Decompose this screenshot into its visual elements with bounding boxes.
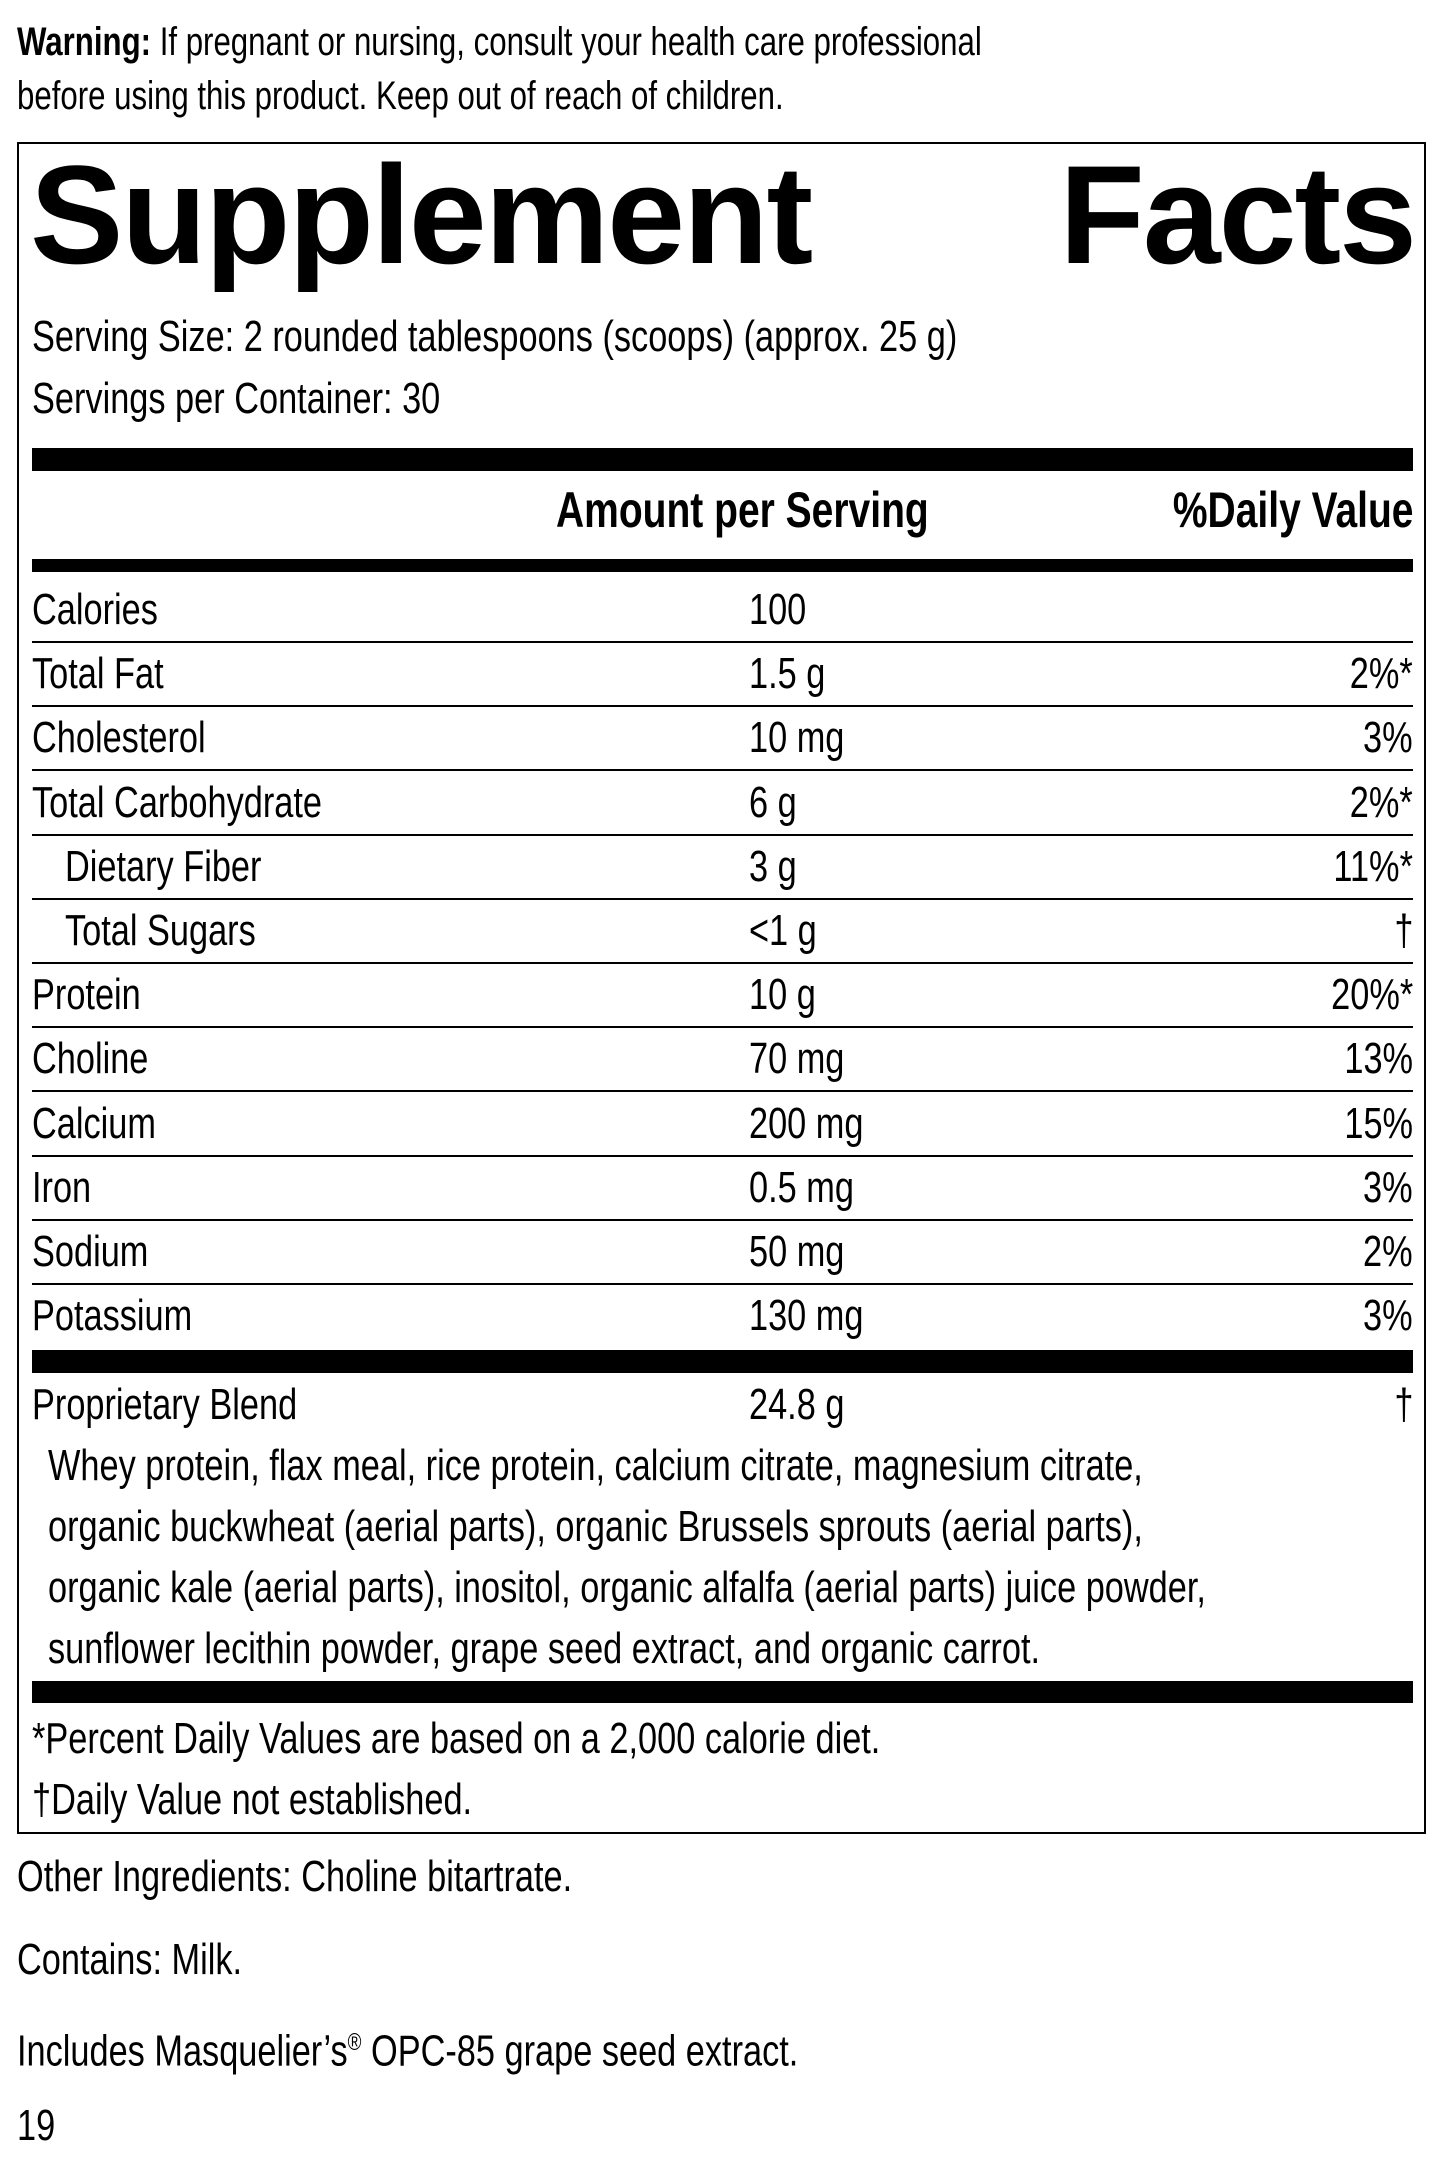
nutrient-amount: 200 mg xyxy=(749,1099,864,1148)
nutrient-name: Iron xyxy=(32,1163,92,1212)
nutrient-name: Potassium xyxy=(32,1291,193,1340)
footnote-dagger: †Daily Value not established. xyxy=(32,1775,473,1824)
nutrient-name: Cholesterol xyxy=(32,713,206,762)
nutrient-daily-value: 13% xyxy=(1344,1034,1413,1083)
row-divider xyxy=(32,769,1413,771)
nutrient-amount: 50 mg xyxy=(749,1227,845,1276)
nutrient-daily-value: 15% xyxy=(1344,1099,1413,1148)
ingredient-line: sunflower lecithin powder, grape seed ex… xyxy=(48,1624,1041,1673)
ingredient-line: organic buckwheat (aerial parts), organi… xyxy=(48,1502,1143,1551)
nutrient-amount: 10 mg xyxy=(749,713,845,762)
title-word-1: Supplement xyxy=(30,136,813,293)
nutrient-daily-value: 11%* xyxy=(1333,842,1413,891)
nutrient-daily-value: † xyxy=(1393,906,1413,955)
title-word-2: Facts xyxy=(1059,136,1417,293)
nutrient-daily-value: 3% xyxy=(1363,713,1413,762)
nutrient-name: Calcium xyxy=(32,1099,156,1148)
page-number: 19 xyxy=(17,2101,56,2150)
warning-text: If pregnant or nursing, consult your hea… xyxy=(159,20,982,64)
supplement-facts-panel xyxy=(17,142,1426,1834)
nutrient-daily-value: 2% xyxy=(1363,1227,1413,1276)
nutrient-name: Total Sugars xyxy=(65,906,256,955)
registered-mark: ® xyxy=(347,2029,362,2056)
blend-amount: 24.8 g xyxy=(749,1380,845,1429)
allergen-contains: Contains: Milk. xyxy=(17,1935,243,1984)
row-divider xyxy=(32,962,1413,964)
thick-divider xyxy=(32,1350,1413,1373)
row-divider xyxy=(32,641,1413,643)
nutrient-daily-value: 2%* xyxy=(1350,778,1413,827)
nutrient-name: Sodium xyxy=(32,1227,149,1276)
row-divider xyxy=(32,1219,1413,1221)
blend-name: Proprietary Blend xyxy=(32,1380,298,1429)
header-amount: Amount per Serving xyxy=(556,482,929,538)
nutrient-name: Dietary Fiber xyxy=(65,842,262,891)
warning-line-1: Warning: If pregnant or nursing, consult… xyxy=(17,16,1254,68)
warning-line-2: before using this product. Keep out of r… xyxy=(17,74,784,118)
header-daily-value: %Daily Value xyxy=(1172,482,1413,538)
serving-size: Serving Size: 2 rounded tablespoons (sco… xyxy=(32,312,958,361)
servings-per-container: Servings per Container: 30 xyxy=(32,374,441,423)
row-divider xyxy=(32,1090,1413,1092)
medium-divider xyxy=(32,559,1413,572)
nutrient-amount: 1.5 g xyxy=(749,649,826,698)
panel-title: Supplement Facts xyxy=(30,136,1417,293)
nutrient-amount: 3 g xyxy=(749,842,797,891)
row-divider xyxy=(32,834,1413,836)
thick-divider xyxy=(32,1681,1413,1703)
nutrient-daily-value: 2%* xyxy=(1350,649,1413,698)
nutrient-daily-value: 20%* xyxy=(1330,970,1413,1019)
row-divider xyxy=(32,1155,1413,1157)
nutrient-name: Protein xyxy=(32,970,141,1019)
includes-statement: Includes Masquelier’s® OPC-85 grape seed… xyxy=(17,2026,799,2076)
nutrient-amount: 10 g xyxy=(749,970,816,1019)
nutrient-name: Calories xyxy=(32,585,158,634)
nutrient-daily-value: 3% xyxy=(1363,1163,1413,1212)
nutrient-amount: 130 mg xyxy=(749,1291,864,1340)
nutrient-amount: 0.5 mg xyxy=(749,1163,854,1212)
row-divider xyxy=(32,705,1413,707)
nutrient-amount: <1 g xyxy=(749,906,817,955)
row-divider xyxy=(32,1026,1413,1028)
blend-dv: † xyxy=(1393,1380,1413,1429)
nutrient-name: Total Carbohydrate xyxy=(32,778,322,827)
nutrient-amount: 70 mg xyxy=(749,1034,845,1083)
ingredient-line: organic kale (aerial parts), inositol, o… xyxy=(48,1563,1206,1612)
thick-divider xyxy=(32,448,1413,471)
row-divider xyxy=(32,898,1413,900)
ingredient-line: Whey protein, flax meal, rice protein, c… xyxy=(48,1441,1143,1490)
nutrient-amount: 100 xyxy=(749,585,807,634)
nutrient-amount: 6 g xyxy=(749,778,797,827)
nutrient-daily-value: 3% xyxy=(1363,1291,1413,1340)
other-ingredients: Other Ingredients: Choline bitartrate. xyxy=(17,1852,573,1901)
footnote-percent: *Percent Daily Values are based on a 2,0… xyxy=(32,1714,881,1763)
warning-label: Warning: xyxy=(17,20,152,64)
nutrient-name: Total Fat xyxy=(32,649,164,698)
nutrient-name: Choline xyxy=(32,1034,149,1083)
row-divider xyxy=(32,1283,1413,1285)
